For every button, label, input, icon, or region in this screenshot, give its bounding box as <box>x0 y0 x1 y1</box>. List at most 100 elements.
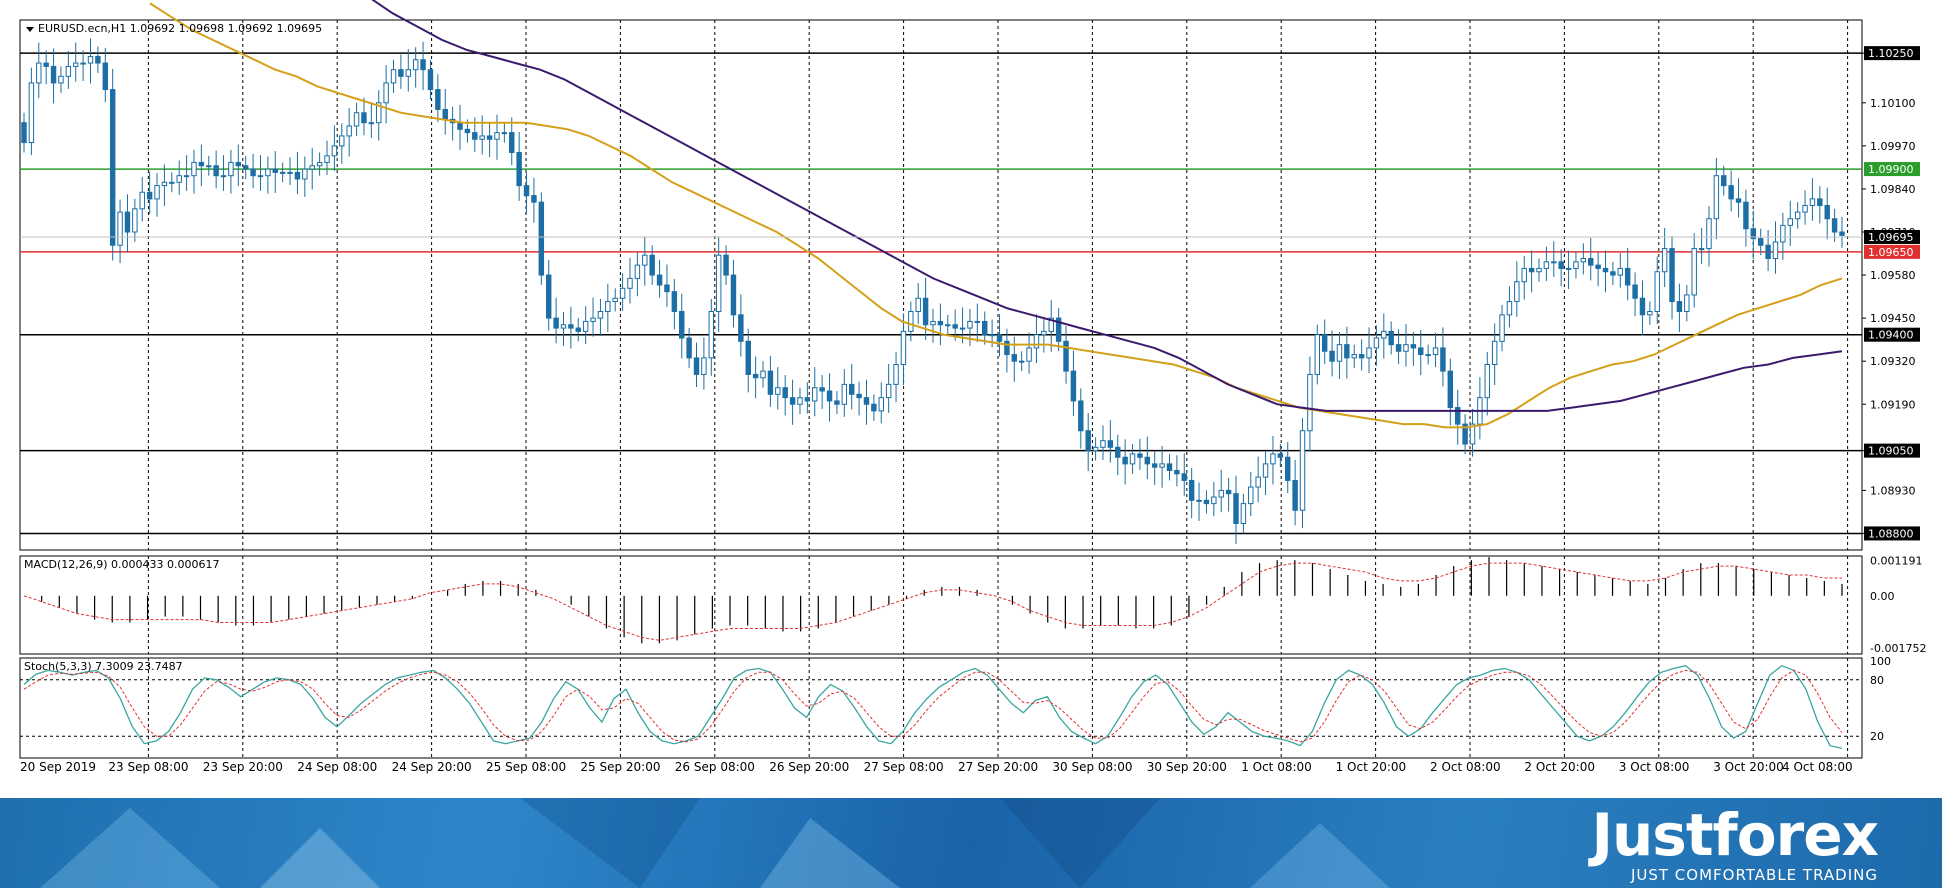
candle-body <box>361 112 367 124</box>
x-tick-label: 30 Sep 20:00 <box>1147 760 1227 774</box>
candle-body <box>959 327 966 330</box>
candle-body <box>1092 446 1099 452</box>
candle-body <box>1432 347 1439 356</box>
candle-body <box>390 69 397 84</box>
x-tick-label: 25 Sep 08:00 <box>486 760 566 774</box>
moving-average-line <box>371 0 1843 412</box>
x-tick-label: 4 Oct 08:00 <box>1782 760 1853 774</box>
candle-body <box>568 324 574 329</box>
candle-body <box>1151 463 1158 468</box>
x-tick-label: 23 Sep 08:00 <box>108 760 188 774</box>
candle-body <box>176 175 182 183</box>
candle-body <box>819 387 825 392</box>
candle-body <box>730 274 737 316</box>
candle-body <box>501 132 508 135</box>
candle-body <box>1026 347 1032 362</box>
candle-body <box>649 254 655 276</box>
candle-body <box>1580 258 1587 263</box>
candle-body <box>1314 334 1321 375</box>
candle-body <box>1706 218 1712 250</box>
candle-body <box>58 75 64 84</box>
candle-body <box>21 122 27 144</box>
candle-body <box>50 65 57 84</box>
candle-body <box>1218 489 1224 498</box>
candle-body <box>1588 258 1594 266</box>
candle-body <box>841 383 848 405</box>
stoch-panel-frame <box>19 657 1863 759</box>
candle-body <box>1203 499 1210 505</box>
chart-svg: 20 Sep 2019 23 Sep 08:00 23 Sep 20:00 24 Se… <box>19 0 1926 774</box>
candle-body <box>1728 185 1734 200</box>
macd-y-tick-label: -0.001752 <box>1870 642 1926 655</box>
candle-body <box>775 387 781 395</box>
candle-body <box>605 301 611 312</box>
candle-body <box>752 373 759 379</box>
candle-body <box>1484 364 1490 399</box>
stoch-signal-line <box>23 669 1843 743</box>
candle-body <box>982 320 988 336</box>
candle-body <box>139 191 145 210</box>
x-tick-label: 23 Sep 20:00 <box>203 760 283 774</box>
candle-body <box>1137 453 1143 458</box>
candle-body <box>36 62 42 84</box>
candle-body <box>1543 261 1550 269</box>
candle-body <box>863 397 870 405</box>
candle-body <box>1018 360 1025 363</box>
candle-body <box>1839 231 1845 236</box>
candle-body <box>73 62 79 67</box>
candle-body <box>169 181 175 184</box>
y-tick-label: 1.08930 <box>1870 484 1916 497</box>
candle-body <box>1344 344 1350 359</box>
y-tick-label: 1.09450 <box>1870 312 1916 325</box>
footer-banner: Justforex JUST COMFORTABLE TRADING <box>0 798 1942 888</box>
brand-tagline: JUST COMFORTABLE TRADING <box>1630 866 1878 884</box>
candle-body <box>804 397 811 402</box>
candle-body <box>1225 489 1232 495</box>
current-price-tag <box>1864 229 1920 244</box>
candle-body <box>43 62 49 67</box>
y-tick-label: 1.10100 <box>1870 97 1916 110</box>
x-tick-label: 2 Oct 08:00 <box>1430 760 1501 774</box>
candle-body <box>531 195 537 203</box>
candle-body <box>213 165 219 177</box>
candle-body <box>642 254 648 266</box>
candle-body <box>472 132 478 140</box>
candle-body <box>1100 440 1106 448</box>
candle-body <box>1528 267 1535 273</box>
candle-body <box>1351 354 1357 359</box>
price-chart-title: EURUSD.ecn,H1 1.09692 1.09698 1.09692 1.… <box>38 22 322 35</box>
x-tick-label: 20 Sep 2019 <box>20 760 96 774</box>
x-tick-label: 1 Oct 08:00 <box>1241 760 1312 774</box>
candle-body <box>287 171 293 174</box>
x-tick-label: 27 Sep 20:00 <box>958 760 1038 774</box>
x-tick-label: 30 Sep 08:00 <box>1052 760 1132 774</box>
x-tick-label: 26 Sep 08:00 <box>675 760 755 774</box>
stoch-y-tick-label: 100 <box>1870 655 1891 668</box>
candle-body <box>161 181 168 187</box>
price-level-tag <box>1864 244 1920 259</box>
candles-group <box>21 38 1845 545</box>
candle-body <box>1721 175 1727 187</box>
candle-body <box>435 89 441 110</box>
candle-body <box>509 132 515 153</box>
candle-body <box>250 168 256 177</box>
candle-body <box>1063 340 1069 372</box>
stoch-y-tick-label: 80 <box>1870 674 1884 687</box>
candle-body <box>198 161 205 167</box>
candle-body <box>324 155 330 163</box>
candle-body <box>494 132 500 140</box>
price-level-tag-label: 1.08800 <box>1868 527 1914 540</box>
candle-body <box>1802 205 1808 213</box>
candle-body <box>1462 423 1468 445</box>
y-tick-label: 1.09970 <box>1870 140 1916 153</box>
candle-body <box>597 311 604 319</box>
candle-body <box>405 69 412 77</box>
candle-body <box>1166 463 1173 471</box>
candle-body <box>1787 218 1793 226</box>
candle-body <box>1491 340 1498 365</box>
candle-body <box>146 191 153 200</box>
candle-body <box>1004 340 1010 356</box>
candle-body <box>893 364 899 385</box>
candle-body <box>191 161 197 177</box>
candle-body <box>1454 407 1461 425</box>
